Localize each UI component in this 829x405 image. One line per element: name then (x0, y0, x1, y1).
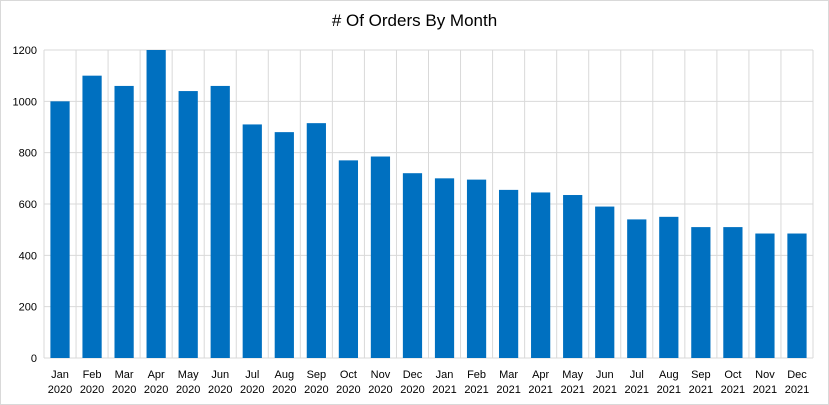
x-tick-year: 2020 (272, 384, 296, 396)
y-tick-label: 600 (19, 199, 37, 211)
bar (755, 233, 775, 358)
x-tick-year: 2021 (592, 384, 616, 396)
x-axis-ticks: Jan 2020 Feb 2020 Mar 2020 Apr 2020 May 2020 Jun 20… (48, 369, 809, 396)
bar (82, 75, 102, 359)
bar (306, 123, 326, 359)
x-tick-year: 2020 (48, 384, 72, 396)
bar (114, 85, 134, 358)
x-tick-month: Jul (245, 369, 259, 381)
bar (50, 101, 70, 358)
x-tick-year: 2020 (176, 384, 200, 396)
bar (370, 156, 391, 358)
x-tick-year: 2021 (496, 384, 520, 396)
x-tick-month: May (562, 369, 583, 381)
x-tick-year: 2021 (464, 384, 488, 396)
bar (691, 227, 711, 358)
x-tick-year: 2020 (112, 384, 136, 396)
bar (787, 233, 807, 358)
bar (723, 227, 743, 358)
chart-title: # Of Orders By Month (331, 11, 498, 30)
y-tick-label: 400 (19, 250, 37, 262)
x-tick-month: Jun (596, 369, 614, 381)
x-tick-month: Mar (499, 369, 518, 381)
x-tick-month: Aug (275, 369, 295, 381)
bar (563, 195, 583, 358)
x-tick-month: Jul (630, 369, 644, 381)
x-tick-year: 2021 (753, 384, 777, 396)
x-tick-month: Mar (115, 369, 134, 381)
y-tick-label: 0 (31, 353, 37, 365)
x-tick-year: 2021 (560, 384, 584, 396)
bar (338, 160, 359, 358)
x-tick-month: Nov (755, 369, 775, 381)
x-tick-month: Feb (467, 369, 486, 381)
bar (498, 189, 519, 358)
y-axis-ticks: 0 200 400 600 800 1000 1200 (13, 45, 37, 365)
x-tick-month: Oct (724, 369, 741, 381)
bar (466, 179, 487, 358)
bar (146, 50, 166, 358)
x-tick-year: 2021 (689, 384, 713, 396)
x-tick-month: Nov (371, 369, 391, 381)
x-tick-month: Feb (83, 369, 102, 381)
x-tick-month: Apr (148, 369, 165, 381)
x-tick-year: 2020 (304, 384, 328, 396)
x-tick-month: Jun (211, 369, 229, 381)
x-tick-month: Aug (659, 369, 679, 381)
x-tick-month: Dec (403, 369, 423, 381)
x-tick-year: 2021 (625, 384, 649, 396)
x-tick-year: 2020 (208, 384, 232, 396)
x-tick-month: Sep (307, 369, 327, 381)
y-tick-label: 1200 (13, 45, 37, 57)
bar (531, 192, 551, 358)
x-tick-year: 2021 (432, 384, 456, 396)
bar (434, 178, 455, 358)
x-tick-month: Jan (436, 369, 454, 381)
x-tick-month: Sep (691, 369, 711, 381)
x-tick-month: Dec (787, 369, 807, 381)
bar (402, 173, 423, 358)
x-tick-month: Apr (532, 369, 549, 381)
x-tick-year: 2021 (721, 384, 745, 396)
x-tick-month: Jan (51, 369, 69, 381)
y-tick-label: 200 (19, 302, 37, 314)
bars (50, 50, 807, 359)
x-tick-year: 2021 (785, 384, 809, 396)
x-tick-year: 2020 (368, 384, 392, 396)
x-tick-month: May (178, 369, 199, 381)
gridlines (43, 49, 814, 359)
bar (210, 85, 230, 358)
x-tick-year: 2020 (240, 384, 264, 396)
x-tick-year: 2020 (400, 384, 424, 396)
bar (595, 206, 615, 358)
bar (627, 219, 647, 358)
x-tick-year: 2021 (528, 384, 552, 396)
y-tick-label: 1000 (13, 96, 37, 108)
x-tick-year: 2021 (657, 384, 681, 396)
x-tick-year: 2020 (80, 384, 104, 396)
bar (242, 124, 262, 358)
bar (178, 91, 198, 359)
bar (659, 216, 679, 358)
bar (274, 132, 294, 358)
x-tick-year: 2020 (144, 384, 168, 396)
x-tick-year: 2020 (336, 384, 360, 396)
x-tick-month: Oct (340, 369, 357, 381)
y-tick-label: 800 (19, 148, 37, 160)
